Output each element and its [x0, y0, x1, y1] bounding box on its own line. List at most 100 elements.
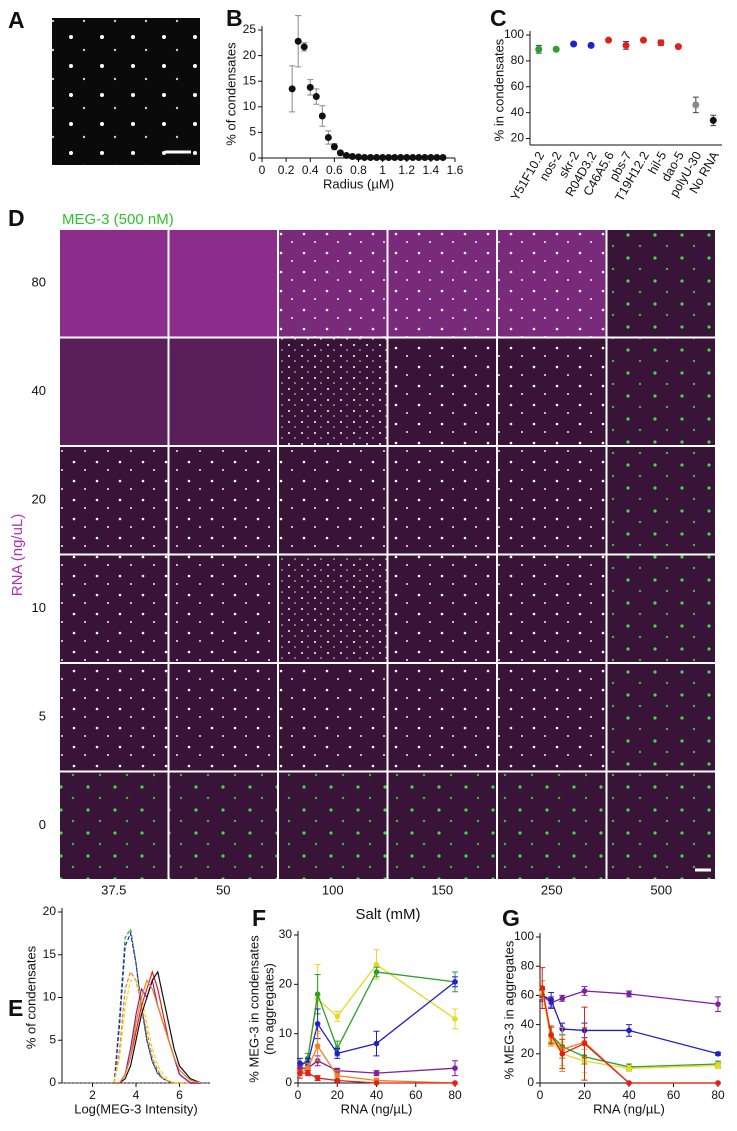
column-label: 37.5	[101, 882, 126, 897]
point	[452, 979, 458, 985]
y-axis-title: % in condensates	[491, 38, 506, 141]
point	[373, 1070, 380, 1076]
point	[559, 995, 566, 1002]
point	[581, 988, 588, 994]
point	[334, 1050, 341, 1057]
y-tick-label: 15	[43, 947, 57, 961]
y-tick-label: 5	[249, 125, 256, 139]
y-tick-label: 60	[511, 79, 525, 93]
point	[709, 116, 717, 124]
point	[605, 36, 613, 44]
point	[539, 985, 546, 991]
panel-letter: E	[8, 995, 23, 1021]
point	[559, 1051, 566, 1057]
micrograph	[60, 338, 168, 445]
point	[433, 153, 441, 161]
micrograph-spots	[388, 772, 496, 879]
point	[692, 101, 700, 109]
micrograph-spots	[607, 555, 715, 662]
point	[367, 153, 375, 161]
y-tick-label: 20	[521, 1046, 535, 1060]
panel-letter: A	[8, 7, 25, 33]
point	[314, 991, 321, 997]
point	[427, 153, 435, 161]
micrograph	[169, 230, 277, 337]
micrograph-spots	[498, 447, 606, 554]
column-label: 100	[322, 882, 344, 897]
micrograph-spots	[388, 447, 496, 554]
x-axis-title: RNA (ng/µL)	[341, 1101, 413, 1116]
column-label: 150	[431, 882, 453, 897]
x-tick-label: 40	[370, 1088, 384, 1102]
y-tick-label: 40	[521, 1017, 535, 1031]
x-axis-title: RNA (ng/µL)	[593, 1101, 665, 1116]
row-title: RNA (ng/uL)	[9, 514, 26, 597]
point	[379, 153, 387, 161]
micrograph-spots	[607, 664, 715, 771]
micrograph-spots	[169, 772, 277, 879]
point	[452, 1016, 458, 1022]
point	[330, 143, 338, 151]
micrograph-spots	[279, 447, 387, 554]
point	[409, 153, 417, 161]
y-tick-label: 25	[243, 22, 257, 36]
panel-letter: G	[502, 905, 520, 931]
y-tick-label: 40	[511, 105, 525, 119]
y-tick-label: 100	[514, 929, 534, 943]
point	[639, 36, 647, 44]
point	[334, 1077, 341, 1084]
series-line	[299, 981, 456, 1064]
micrograph-spots	[498, 555, 606, 662]
point	[548, 996, 554, 1003]
micrograph-spots	[169, 555, 277, 662]
micrograph-spots	[607, 338, 715, 445]
y-axis-title: (no aggregates)	[261, 963, 276, 1055]
series-line	[541, 987, 718, 1084]
x-tick-label: 0	[259, 163, 266, 177]
y-tick-label: 80	[521, 958, 535, 972]
point	[342, 151, 350, 159]
micrograph-spots	[388, 338, 496, 445]
point	[373, 153, 381, 161]
point	[452, 1080, 458, 1086]
x-tick-label: 80	[711, 1088, 725, 1102]
y-tick-label: 30	[279, 927, 293, 941]
y-axis-title: % MEG-3 in aggregates	[501, 940, 516, 1079]
point	[361, 153, 369, 161]
column-title: Salt (mM)	[356, 906, 421, 923]
y-tick-label: 80	[511, 53, 525, 67]
point	[336, 149, 344, 157]
x-tick-label: 20	[331, 1088, 345, 1102]
micrograph-spots	[279, 338, 387, 445]
x-axis-title: Radius (µM)	[323, 176, 394, 191]
panel-letter: B	[226, 5, 243, 31]
point	[305, 1065, 311, 1071]
point	[548, 1032, 554, 1038]
point	[314, 1021, 321, 1027]
micrograph-spots	[498, 230, 606, 337]
point	[674, 43, 682, 51]
x-tick-label: 1.2	[398, 163, 415, 177]
point	[657, 39, 665, 47]
point	[439, 153, 447, 161]
x-tick-label: 6	[176, 1088, 183, 1102]
panel-letter: D	[8, 205, 25, 231]
micrograph-spots	[607, 230, 715, 337]
y-axis-title: % of condensates	[223, 42, 238, 146]
point	[587, 41, 595, 49]
point	[715, 1001, 721, 1007]
micrograph-spots	[60, 664, 168, 771]
micrograph-spots	[60, 447, 168, 554]
point	[421, 153, 429, 161]
point	[535, 45, 543, 53]
point	[626, 1065, 632, 1072]
point	[373, 969, 380, 975]
y-tick-label: 20	[43, 904, 57, 918]
micrograph-spots	[169, 664, 277, 771]
column-label: 250	[541, 882, 563, 897]
y-tick-label: 15	[243, 73, 257, 87]
point	[305, 1070, 311, 1076]
point	[415, 153, 423, 161]
y-tick-label: 10	[243, 99, 257, 113]
